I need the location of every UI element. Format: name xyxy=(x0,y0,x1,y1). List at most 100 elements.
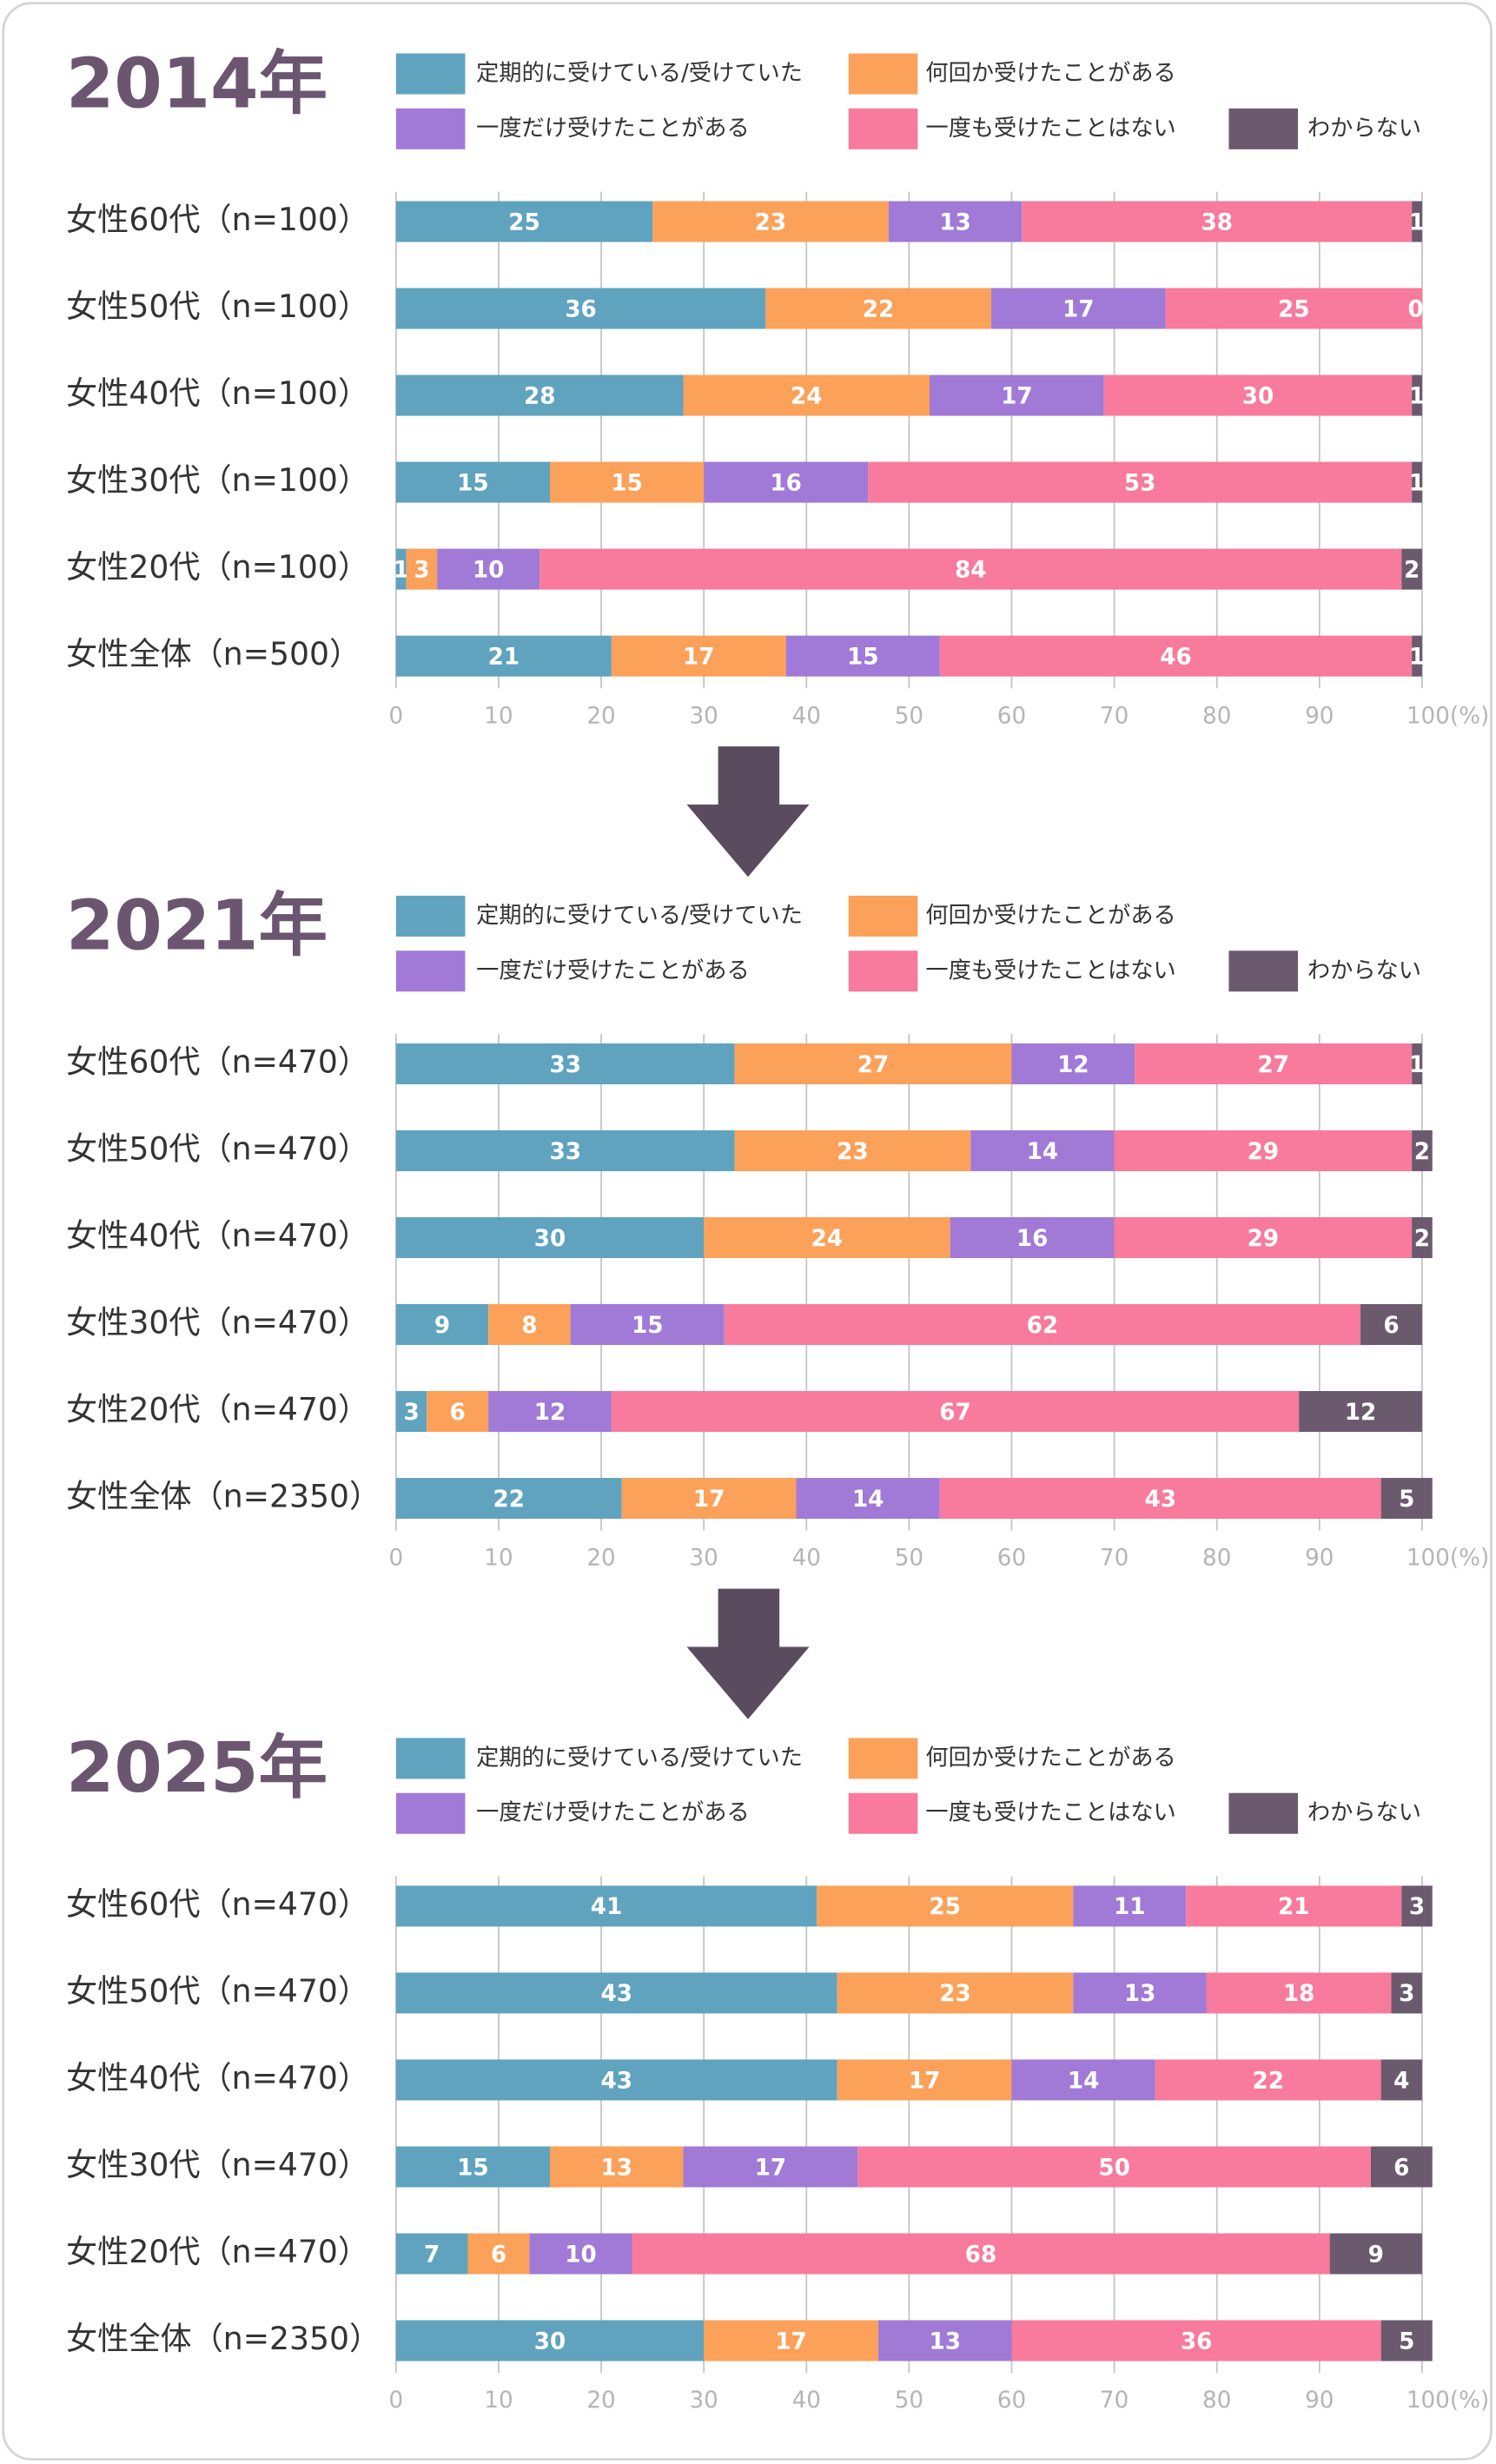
bar-value-label: 29 xyxy=(1248,1139,1280,1165)
bar-value-label: 27 xyxy=(1257,1052,1289,1078)
bar-value-label: 5 xyxy=(1399,2328,1414,2355)
bar-segment xyxy=(1114,1216,1413,1259)
legend-swatch xyxy=(1228,1792,1299,1834)
bar-value-label: 9 xyxy=(1368,2242,1384,2268)
x-tick-label: 40 xyxy=(792,2388,821,2414)
bar-value-label: 30 xyxy=(534,1226,566,1252)
bar-value-label: 7 xyxy=(424,2242,440,2268)
bar-value-label: 28 xyxy=(524,383,556,409)
bar-value-label: 14 xyxy=(1027,1139,1059,1165)
legend-label: 一度も受けたことはない xyxy=(925,116,1175,142)
category-label: 女性30代（n=470） xyxy=(66,2146,369,2183)
chart-title: 2021年 xyxy=(66,885,328,966)
bar-value-label: 16 xyxy=(770,470,802,496)
bar-segment xyxy=(877,2320,1012,2361)
bar-segment xyxy=(395,1478,622,1520)
bar-value-label: 50 xyxy=(1098,2155,1130,2181)
category-label: 女性50代（n=470） xyxy=(66,1972,369,2010)
bar-segment xyxy=(395,635,612,677)
bar-segment xyxy=(611,1391,1300,1433)
bar-value-label: 33 xyxy=(549,1052,581,1078)
bar-value-label: 3 xyxy=(403,1400,419,1426)
category-label: 女性60代（n=470） xyxy=(66,1885,369,1923)
bar-value-label: 67 xyxy=(939,1400,971,1426)
bar-value-label: 27 xyxy=(857,1052,890,1078)
bar-value-label: 24 xyxy=(811,1226,844,1252)
bar-segment xyxy=(950,1216,1115,1259)
category-label: 女性50代（n=100） xyxy=(66,288,369,325)
legend-label: 定期的に受けている/受けていた xyxy=(476,61,803,87)
chart: 2021年 定期的に受けている/受けていた 何回か受けたことがある一度だけ受けたこと… xyxy=(66,885,1489,1572)
bar-value-label: 17 xyxy=(909,2068,941,2094)
bar-segment xyxy=(785,635,940,677)
x-tick-label: 30 xyxy=(689,1546,718,1572)
bar-value-label: 17 xyxy=(1001,383,1033,409)
bar-value-label: 15 xyxy=(847,644,879,670)
bar-value-label: 17 xyxy=(683,644,715,670)
x-tick-label: 10 xyxy=(484,1546,513,1572)
bar-value-label: 43 xyxy=(1144,1487,1176,1513)
bar-segment xyxy=(395,2233,468,2275)
category-label: 女性60代（n=100） xyxy=(66,201,369,238)
bar-value-label: 43 xyxy=(601,2068,633,2094)
bar-segment xyxy=(1073,1885,1187,1927)
bar-value-label: 25 xyxy=(929,1894,961,1920)
category-label: 女性20代（n=470） xyxy=(66,2233,369,2270)
bar-value-label: 1 xyxy=(1409,1052,1425,1078)
bar-segment xyxy=(1022,201,1413,242)
x-tick-label: 10 xyxy=(484,703,513,729)
bar-value-label: 11 xyxy=(1114,1894,1146,1920)
legend-swatch xyxy=(395,950,466,992)
bar-segment xyxy=(395,2059,837,2101)
bar-segment xyxy=(683,374,930,416)
bar-value-label: 22 xyxy=(863,296,894,322)
x-tick-label: 20 xyxy=(586,703,615,729)
bar-segment xyxy=(488,1391,612,1433)
category-label: 女性30代（n=100） xyxy=(66,461,369,499)
bar-segment xyxy=(888,201,1023,242)
bar-segment xyxy=(1206,1972,1392,2014)
bar-value-label: 25 xyxy=(508,209,540,235)
bar-segment xyxy=(611,635,786,677)
bar-segment xyxy=(939,1478,1381,1520)
x-tick-label: 100(%) xyxy=(1407,1546,1489,1572)
bar-segment xyxy=(1155,2059,1381,2101)
bar-segment xyxy=(1401,1885,1433,1927)
legend-label: 一度だけ受けたことがある xyxy=(476,1800,750,1826)
x-tick-label: 20 xyxy=(586,1546,615,1572)
legend-swatch xyxy=(395,895,466,937)
category-label: 女性全体（n=2350） xyxy=(66,2320,381,2357)
legend-label: わからない xyxy=(1307,116,1421,142)
bar-segment xyxy=(1011,2059,1155,2101)
x-tick-label: 100(%) xyxy=(1407,2388,1489,2414)
bar-value-label: 43 xyxy=(601,1981,633,2007)
legend-label: 一度も受けたことはない xyxy=(925,1800,1175,1826)
legend-swatch xyxy=(848,53,918,95)
bar-segment xyxy=(990,288,1166,329)
legend-label: わからない xyxy=(1307,1800,1421,1826)
bar-value-label: 2 xyxy=(1414,1139,1430,1165)
x-tick-label: 50 xyxy=(895,1546,923,1572)
bar-value-label: 41 xyxy=(591,1894,623,1920)
legend-label: 定期的に受けている/受けていた xyxy=(476,1745,803,1771)
bar-value-label: 14 xyxy=(852,1487,884,1513)
x-tick-label: 80 xyxy=(1202,703,1231,729)
bar-value-label: 8 xyxy=(521,1313,537,1339)
bar-segment xyxy=(570,1304,725,1346)
bar-segment xyxy=(1114,1129,1413,1172)
bar-value-label: 33 xyxy=(549,1139,581,1165)
category-label: 女性30代（n=470） xyxy=(66,1304,369,1341)
bar-segment xyxy=(1412,461,1422,503)
bar-segment xyxy=(1011,1043,1135,1084)
bar-value-label: 6 xyxy=(450,1400,466,1426)
legend-swatch xyxy=(395,1792,466,1834)
bar-value-label: 84 xyxy=(955,557,987,583)
arrow xyxy=(686,746,810,878)
bar-value-label: 38 xyxy=(1201,209,1233,235)
chart: 2014年 定期的に受けている/受けていた 何回か受けたことがある一度だけ受けたこと… xyxy=(66,43,1489,729)
bar-value-label: 2 xyxy=(1414,1226,1430,1252)
bar-segment xyxy=(796,1478,940,1520)
bar-value-label: 22 xyxy=(493,1487,526,1513)
bar-segment xyxy=(970,1129,1115,1172)
bar-value-label: 10 xyxy=(473,557,505,583)
